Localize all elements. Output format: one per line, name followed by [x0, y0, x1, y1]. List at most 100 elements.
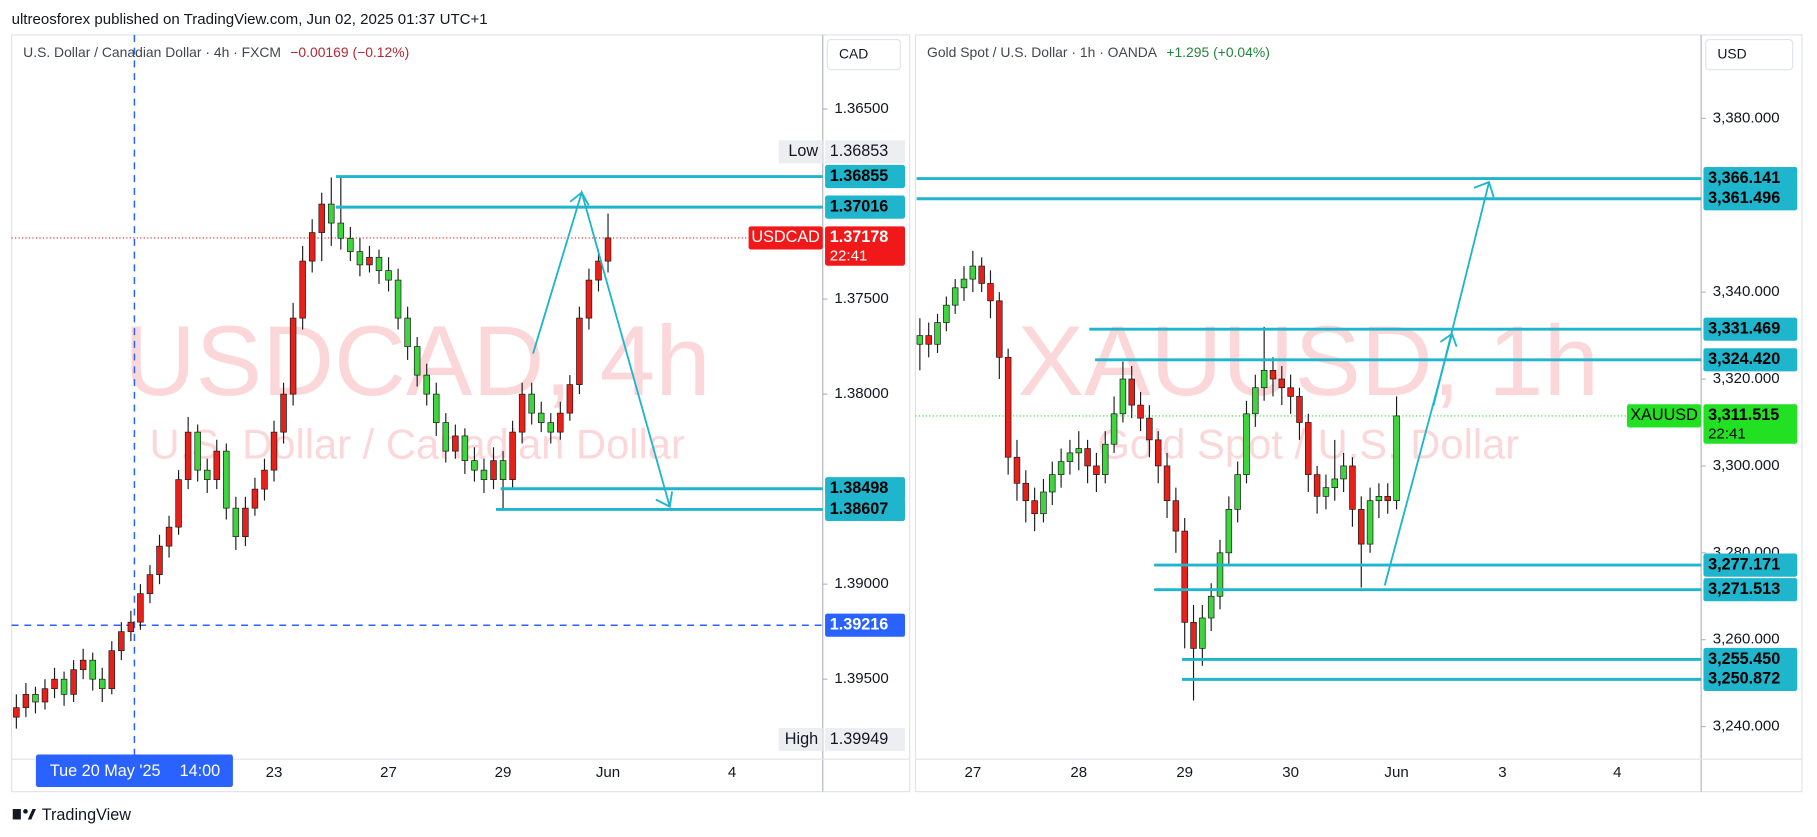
x-tick-label: 28 — [1070, 764, 1087, 781]
y-tick-label: 3,260.000 — [1713, 631, 1780, 648]
pane-border — [914, 34, 1803, 793]
low-name: Low — [788, 142, 818, 160]
candle-body — [960, 278, 968, 289]
x-tick-label: 4 — [1613, 764, 1621, 781]
candle-body — [394, 279, 402, 319]
currency-label: USD — [1717, 45, 1746, 61]
y-tick-label: 1.39000 — [834, 575, 888, 592]
candle-body — [308, 232, 316, 262]
candle-body — [1225, 509, 1233, 554]
arrow-drawing — [1432, 181, 1490, 406]
y-tick-label: 1.36500 — [834, 100, 888, 117]
x-tick-label: 23 — [266, 764, 283, 781]
candle-body — [978, 265, 985, 284]
candle-body — [433, 393, 440, 423]
candle-body — [1057, 461, 1065, 475]
level-tag — [1703, 578, 1798, 602]
logo-part — [27, 809, 36, 820]
candle-body — [41, 688, 49, 703]
candle-body — [925, 335, 932, 345]
level-price: 3,277.171 — [1708, 555, 1780, 573]
candle-body — [347, 237, 354, 252]
candle-body — [1093, 465, 1100, 475]
candle-body — [916, 335, 924, 345]
publish-header: ultreosforex published on TradingView.co… — [12, 11, 488, 28]
candle-body — [1252, 387, 1259, 415]
candle-body — [442, 422, 450, 452]
x-tick-label: 3 — [1498, 764, 1506, 781]
low-name-tag — [778, 140, 823, 164]
price-change: −0.00169 (−0.12%) — [290, 44, 409, 60]
candle-body — [1075, 448, 1083, 454]
candle-body — [22, 694, 30, 709]
level-tag — [825, 497, 906, 522]
candle-body — [413, 346, 421, 376]
watermark-subtitle: U.S. Dollar / Canadian Dollar — [149, 420, 685, 467]
candle-body — [595, 260, 602, 281]
candle-body — [1393, 415, 1400, 502]
x-tick-label: 29 — [495, 764, 512, 781]
candle-body — [1207, 595, 1215, 619]
candle-body — [318, 203, 325, 233]
candle-body — [299, 260, 306, 319]
candle-body — [537, 412, 545, 423]
level-tag — [825, 195, 906, 219]
candle-body — [1269, 369, 1277, 380]
candle-body — [1040, 491, 1047, 515]
candle-body — [1216, 552, 1224, 597]
candle-body — [1066, 452, 1074, 462]
level-price: 3,331.469 — [1708, 319, 1780, 337]
level-price: 1.38498 — [830, 479, 889, 497]
candle-body — [996, 300, 1003, 358]
candle-body — [1022, 482, 1030, 502]
candle-body — [1313, 474, 1321, 497]
candle-body — [547, 422, 555, 433]
candle-body — [1287, 387, 1294, 397]
candle-body — [242, 507, 249, 537]
candle-body — [1384, 495, 1391, 502]
low-price-tag — [825, 140, 906, 164]
x-tick-label: 27 — [964, 764, 981, 781]
candle-body — [203, 469, 211, 480]
y-tick-label: 1.38000 — [834, 385, 888, 402]
candle-body — [471, 460, 478, 471]
currency-label: CAD — [839, 45, 868, 61]
last-price: 1.37178 — [830, 228, 889, 246]
candle-body — [452, 435, 459, 452]
level-price: 3,255.450 — [1708, 650, 1780, 668]
high-price-tag — [825, 727, 906, 752]
last-price-tag — [825, 226, 906, 266]
candle-body — [1172, 500, 1180, 532]
candle-body — [934, 322, 941, 345]
currency-box — [1705, 38, 1794, 71]
candle-body — [1128, 378, 1135, 406]
level-price: 3,250.872 — [1708, 670, 1780, 688]
candle-body — [79, 659, 87, 671]
candle-body — [1137, 404, 1144, 419]
price-change: +1.295 (+0.04%) — [1166, 44, 1269, 60]
candle-body — [1049, 474, 1056, 493]
candle-body — [557, 412, 564, 433]
crosshair-date: Tue 20 May '25 — [50, 762, 161, 780]
candle-body — [585, 279, 593, 319]
candle-body — [328, 203, 335, 224]
level-price: 1.38607 — [830, 500, 889, 518]
high-name-tag — [778, 727, 823, 752]
candle-body — [461, 435, 469, 461]
crosshair-price: 1.39216 — [830, 615, 889, 633]
candle-body — [1084, 448, 1091, 467]
candle-body — [60, 678, 68, 695]
level-price: 3,366.141 — [1708, 169, 1780, 187]
candle-body — [1366, 500, 1374, 545]
candle-body — [499, 460, 507, 480]
candle-body — [137, 593, 144, 623]
candle-body — [987, 283, 994, 302]
y-tick-label: 1.37500 — [834, 290, 888, 307]
candle-body — [490, 460, 497, 480]
crosshair-time-tag — [35, 754, 233, 787]
level-tag — [1703, 348, 1798, 372]
x-tick-label: Jun — [596, 764, 620, 781]
candle-body — [118, 631, 125, 652]
